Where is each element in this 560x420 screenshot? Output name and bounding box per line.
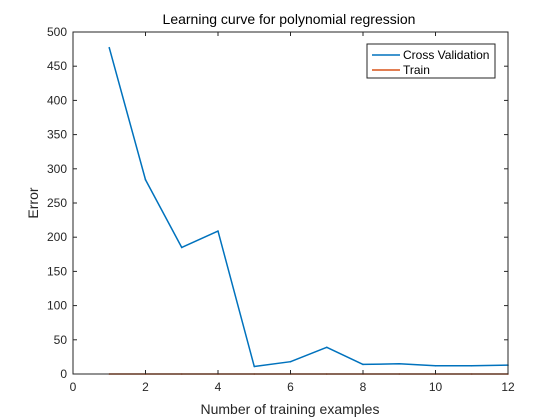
y-tick-label-6: 300 — [47, 162, 67, 176]
series-point-0-2 — [180, 246, 183, 249]
y-tick-label-10: 500 — [47, 25, 67, 39]
plot-area — [73, 32, 508, 374]
y-tick-label-9: 450 — [47, 59, 67, 73]
x-tick-label-6: 12 — [501, 380, 515, 394]
series-point-0-3 — [217, 230, 219, 232]
y-tick-label-7: 350 — [47, 128, 67, 142]
legend-box — [366, 43, 496, 79]
y-tick-label-0: 0 — [60, 367, 67, 381]
series-point-0-10 — [470, 364, 473, 367]
series-point-0-6 — [325, 346, 328, 349]
y-tick-label-4: 200 — [47, 230, 67, 244]
y-tick-label-2: 100 — [47, 299, 67, 313]
y-tick-label-3: 150 — [47, 264, 67, 278]
series-point-0-0 — [108, 46, 111, 49]
series-point-0-7 — [362, 363, 364, 366]
series-line-0 — [108, 47, 509, 368]
series-point-0-4 — [253, 365, 256, 368]
chart-title: Learning curve for polynomial regression — [163, 11, 416, 27]
x-tick-label-3: 6 — [287, 380, 294, 394]
x-tick-label-4: 8 — [360, 380, 367, 394]
y-axis-title: Error — [25, 187, 41, 218]
x-tick-label-2: 4 — [215, 380, 222, 394]
x-tick-label-1: 2 — [142, 380, 149, 394]
x-axis-title: Number of training examples — [201, 401, 380, 417]
series-point-0-5 — [289, 360, 292, 363]
y-tick-label-1: 50 — [54, 333, 68, 347]
ticks-layer: 0 2 4 6 8 10 12 0 50 100 150 200 250 300 350 400 450 500 — [47, 25, 515, 394]
y-tick-label-8: 400 — [47, 93, 67, 107]
x-tick-label-5: 10 — [429, 380, 443, 394]
y-tick-label-5: 250 — [47, 196, 67, 210]
x-tick-label-0: 0 — [70, 380, 77, 394]
series-point-0-9 — [434, 364, 437, 367]
series-point-0-8 — [398, 362, 401, 365]
legend-label-0: Cross Validation — [403, 48, 489, 62]
legend-label-1: Train — [403, 63, 430, 77]
series-point-0-1 — [144, 178, 147, 181]
